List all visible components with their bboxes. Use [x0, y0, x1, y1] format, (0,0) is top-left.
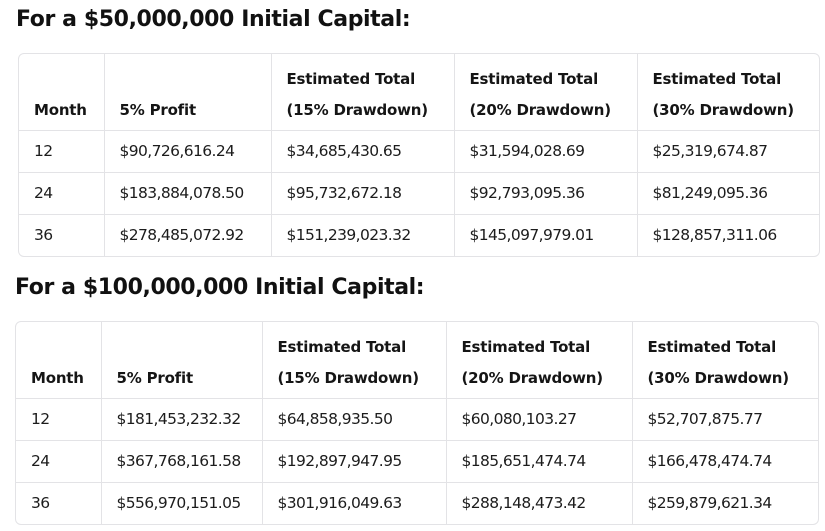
- header-15-drawdown: Estimated Total (15% Drawdown): [271, 54, 455, 131]
- cell-20-drawdown: $92,793,095.36: [454, 172, 638, 215]
- table-row: 36 $278,485,072.92 $151,239,023.32 $145,…: [19, 214, 819, 256]
- table-50m-capital: Month 5% Profit Estimated Total (15% Draw…: [18, 53, 820, 257]
- cell-30-drawdown: $259,879,621.34: [647, 494, 773, 513]
- cell-profit: $556,970,151.05: [101, 482, 263, 524]
- cell-30-drawdown: $166,478,474.74: [632, 440, 818, 483]
- section-title-100m: For a $100,000,000 Initial Capital:: [15, 275, 425, 300]
- cell-30-drawdown: $128,857,311.06: [652, 226, 778, 245]
- table-header-row: Month 5% Profit Estimated Total (15% Draw…: [16, 322, 818, 399]
- cell-month: 12: [19, 130, 105, 173]
- cell-30-drawdown: $81,249,095.36: [637, 172, 819, 215]
- cell-month: 24: [19, 172, 105, 215]
- cell-20-drawdown: $145,097,979.01: [454, 214, 638, 256]
- cell-15-drawdown: $301,916,049.63: [262, 482, 447, 524]
- cell-profit: $367,768,161.58: [101, 440, 263, 483]
- cell-15-drawdown: $192,897,947.95: [262, 440, 447, 483]
- cell-month: 24: [16, 440, 102, 483]
- header-profit: 5% Profit: [104, 54, 272, 131]
- table-row: 12 $181,453,232.32 $64,858,935.50 $60,08…: [16, 398, 818, 441]
- cell-15-drawdown: $34,685,430.65: [271, 130, 455, 173]
- cell-15-drawdown: $95,732,672.18: [271, 172, 455, 215]
- table-row: 24 $183,884,078.50 $95,732,672.18 $92,79…: [19, 172, 819, 215]
- cell-20-drawdown: $60,080,103.27: [446, 398, 633, 441]
- cell-profit: $183,884,078.50: [104, 172, 272, 215]
- header-profit: 5% Profit: [101, 322, 263, 399]
- cell-15-drawdown: $151,239,023.32: [271, 214, 455, 256]
- header-15-drawdown: Estimated Total (15% Drawdown): [262, 322, 447, 399]
- cell-20-drawdown: $185,651,474.74: [446, 440, 633, 483]
- cell-profit: $90,726,616.24: [104, 130, 272, 173]
- table-row: 24 $367,768,161.58 $192,897,947.95 $185,…: [16, 440, 818, 483]
- table-100m-capital: Month 5% Profit Estimated Total (15% Draw…: [15, 321, 819, 525]
- header-20-drawdown: Estimated Total (20% Drawdown): [454, 54, 638, 131]
- cell-20-drawdown: $31,594,028.69: [454, 130, 638, 173]
- cell-month: 36: [16, 482, 102, 524]
- table-header-row: Month 5% Profit Estimated Total (15% Draw…: [19, 54, 819, 131]
- cell-month: 12: [16, 398, 102, 441]
- header-30-drawdown: Estimated Total (30% Drawdown): [632, 322, 818, 399]
- cell-15-drawdown: $64,858,935.50: [262, 398, 447, 441]
- header-month: Month: [19, 54, 105, 131]
- header-30-drawdown: Estimated Total (30% Drawdown): [637, 54, 819, 131]
- cell-20-drawdown: $288,148,473.42: [446, 482, 633, 524]
- cell-profit: $278,485,072.92: [104, 214, 272, 256]
- cell-profit: $181,453,232.32: [101, 398, 263, 441]
- table-row: 12 $90,726,616.24 $34,685,430.65 $31,594…: [19, 130, 819, 173]
- section-title-50m: For a $50,000,000 Initial Capital:: [16, 7, 411, 32]
- header-20-drawdown: Estimated Total (20% Drawdown): [446, 322, 633, 399]
- cell-30-drawdown: $52,707,875.77: [632, 398, 818, 441]
- cell-30-drawdown: $25,319,674.87: [637, 130, 819, 173]
- cell-month: 36: [19, 214, 105, 256]
- header-month: Month: [16, 322, 102, 399]
- table-row: 36 $556,970,151.05 $301,916,049.63 $288,…: [16, 482, 818, 524]
